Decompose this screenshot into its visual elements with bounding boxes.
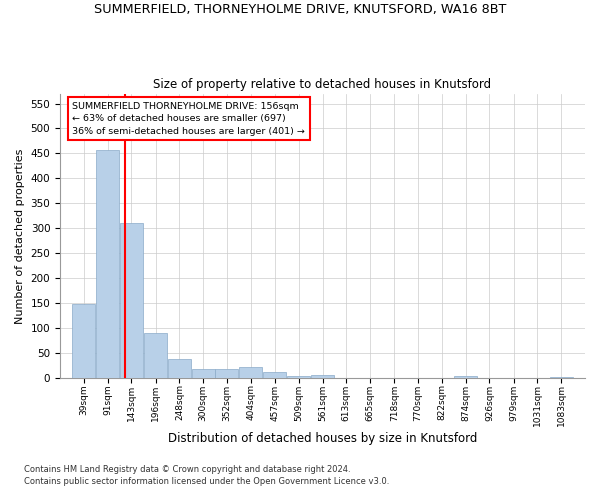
Bar	[287, 376, 310, 378]
Bar	[311, 375, 334, 378]
Bar	[144, 332, 167, 378]
Bar	[215, 368, 238, 378]
Bar	[120, 223, 143, 378]
Y-axis label: Number of detached properties: Number of detached properties	[15, 148, 25, 324]
Text: SUMMERFIELD THORNEYHOLME DRIVE: 156sqm
← 63% of detached houses are smaller (697: SUMMERFIELD THORNEYHOLME DRIVE: 156sqm ←…	[73, 102, 305, 136]
Text: Contains public sector information licensed under the Open Government Licence v3: Contains public sector information licen…	[24, 478, 389, 486]
Bar	[72, 304, 95, 378]
Bar	[96, 150, 119, 378]
Bar	[550, 376, 573, 378]
Title: Size of property relative to detached houses in Knutsford: Size of property relative to detached ho…	[154, 78, 491, 91]
Text: Contains HM Land Registry data © Crown copyright and database right 2024.: Contains HM Land Registry data © Crown c…	[24, 465, 350, 474]
Bar	[191, 368, 215, 378]
X-axis label: Distribution of detached houses by size in Knutsford: Distribution of detached houses by size …	[168, 432, 477, 445]
Bar	[263, 372, 286, 378]
Bar	[454, 376, 477, 378]
Bar	[168, 359, 191, 378]
Bar	[239, 367, 262, 378]
Text: SUMMERFIELD, THORNEYHOLME DRIVE, KNUTSFORD, WA16 8BT: SUMMERFIELD, THORNEYHOLME DRIVE, KNUTSFO…	[94, 2, 506, 16]
